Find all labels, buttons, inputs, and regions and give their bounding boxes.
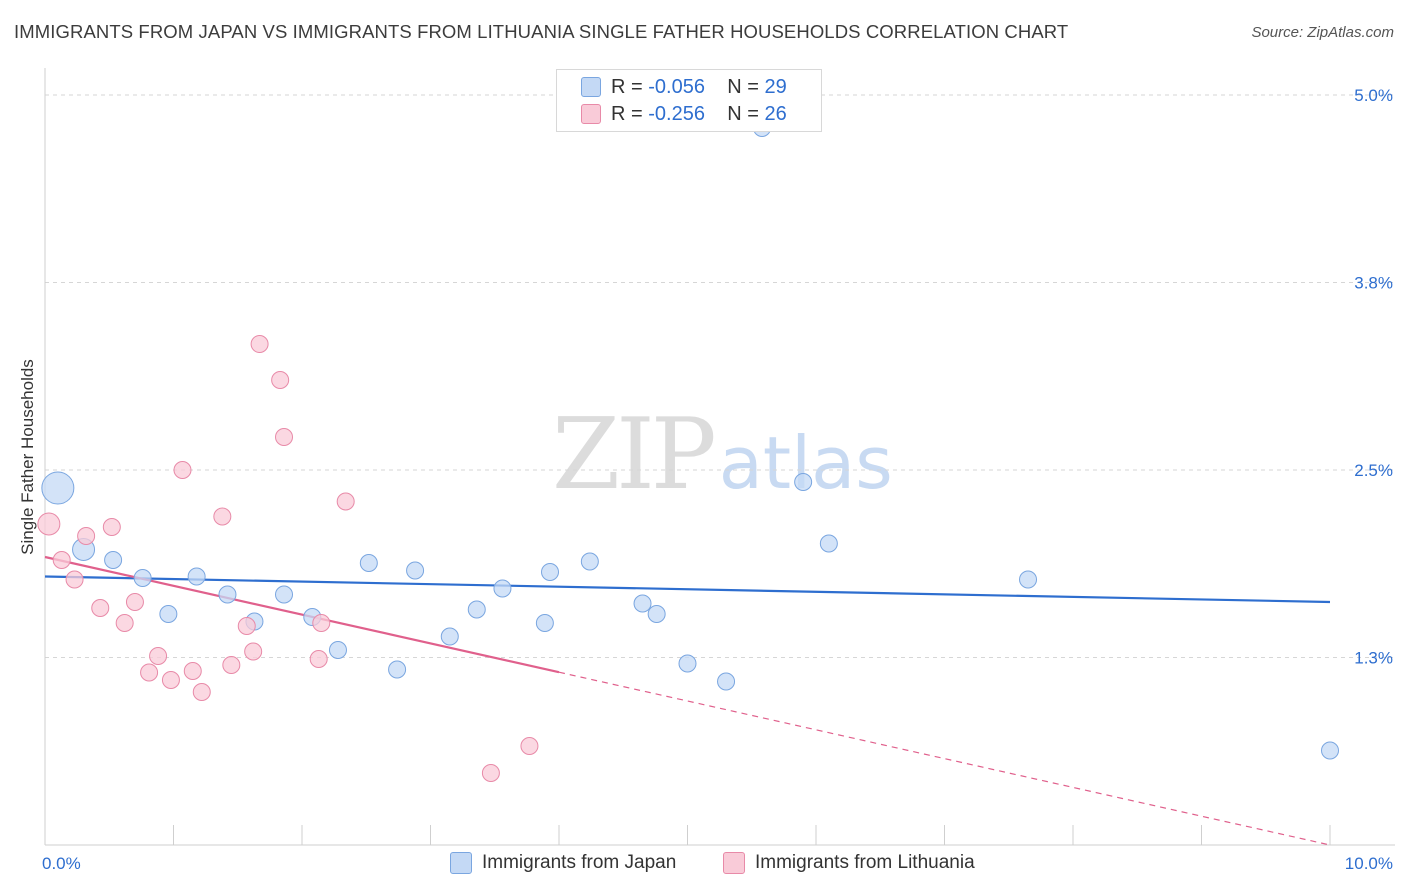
japan-point-6 <box>218 585 237 604</box>
trend-line-1-solid <box>44 555 560 674</box>
lithuania-r-value: -0.256 <box>648 102 705 125</box>
lithuania-point-16 <box>237 617 256 635</box>
japan-swatch <box>581 77 601 97</box>
japan-point-21 <box>647 605 666 623</box>
lithuania-point-23 <box>336 492 355 511</box>
lithuania-point-14 <box>213 507 232 526</box>
japan-point-23 <box>717 672 736 691</box>
japan-point-0 <box>41 471 75 505</box>
japan-r-value: -0.056 <box>648 75 705 98</box>
y-tick-label-2: 3.8% <box>1354 274 1393 293</box>
japan-point-2 <box>104 551 123 569</box>
lithuania-point-19 <box>271 371 290 389</box>
lithuania-point-13 <box>192 683 211 701</box>
lithuania-point-15 <box>222 656 241 674</box>
japan-point-15 <box>467 600 486 619</box>
japan-point-27 <box>1019 570 1038 589</box>
japan-point-19 <box>580 552 599 571</box>
x-tick-label-0: 0.0% <box>42 854 81 873</box>
japan-legend-swatch <box>450 852 472 874</box>
japan-n-value: 29 <box>764 75 787 98</box>
data-points <box>37 119 1339 782</box>
lithuania-point-10 <box>161 671 180 689</box>
y-tick-label-1: 2.5% <box>1354 461 1393 480</box>
japan-point-4 <box>159 605 178 623</box>
japan-point-18 <box>541 563 560 581</box>
japan-n-label: N = <box>727 75 759 98</box>
japan-legend-label: Immigrants from Japan <box>482 852 677 873</box>
lithuania-point-24 <box>481 764 500 782</box>
lithuania-point-25 <box>520 737 539 755</box>
lithuania-swatch <box>581 104 601 124</box>
japan-r-label: R = <box>611 75 643 98</box>
japan-point-22 <box>678 654 697 673</box>
lithuania-point-18 <box>250 335 269 353</box>
japan-point-17 <box>535 614 554 632</box>
lithuania-point-6 <box>115 614 134 632</box>
trend-line-0 <box>44 575 1331 604</box>
japan-point-11 <box>359 554 378 572</box>
lithuania-point-0 <box>37 512 61 536</box>
japan-point-13 <box>406 561 425 580</box>
japan-point-16 <box>493 579 512 598</box>
trend-lines <box>44 555 1331 846</box>
lithuania-point-4 <box>91 599 110 617</box>
grid-lines <box>45 94 1395 658</box>
lithuania-point-21 <box>309 650 328 668</box>
lithuania-point-5 <box>102 518 121 536</box>
y-tick-label-0: 1.3% <box>1354 649 1393 668</box>
series-legend: Immigrants from Japan Immigrants from Li… <box>0 852 1406 878</box>
legend-item-japan[interactable]: Immigrants from Japan <box>450 852 676 874</box>
legend-row-japan: R = -0.056 N = 29 <box>581 74 787 100</box>
japan-point-26 <box>819 534 838 553</box>
lithuania-n-value: 26 <box>764 102 787 125</box>
legend-row-lithuania: R = -0.256 N = 26 <box>581 101 787 127</box>
lithuania-point-1 <box>52 551 71 569</box>
lithuania-legend-label: Immigrants from Lithuania <box>755 852 975 873</box>
lithuania-point-12 <box>183 662 202 680</box>
lithuania-point-3 <box>77 527 96 545</box>
japan-point-10 <box>328 641 347 659</box>
correlation-legend: R = -0.056 N = 29 R = -0.256 N = 26 <box>556 69 822 132</box>
japan-point-3 <box>133 569 152 587</box>
lithuania-point-9 <box>149 647 168 665</box>
japan-point-28 <box>1321 741 1339 760</box>
y-tick-label-3: 5.0% <box>1354 86 1393 105</box>
lithuania-legend-swatch <box>723 852 745 874</box>
source-label: Source: ZipAtlas.com <box>1251 24 1394 41</box>
japan-point-5 <box>187 567 206 586</box>
lithuania-point-17 <box>244 642 263 661</box>
trend-line-1-dashed <box>558 671 1331 846</box>
lithuania-point-20 <box>275 428 294 446</box>
lithuania-n-label: N = <box>727 102 759 125</box>
japan-point-12 <box>388 660 407 679</box>
lithuania-point-8 <box>140 663 159 682</box>
lithuania-point-22 <box>312 614 331 632</box>
tick-labels: 1.3% 2.5% 3.8% 5.0% 0.0% 10.0% <box>42 86 1393 873</box>
lithuania-r-label: R = <box>611 102 643 125</box>
japan-point-25 <box>794 473 813 491</box>
japan-point-20 <box>633 594 652 613</box>
japan-point-8 <box>275 585 294 604</box>
legend-item-lithuania[interactable]: Immigrants from Lithuania <box>723 852 975 874</box>
lithuania-point-11 <box>173 461 192 479</box>
lithuania-point-2 <box>65 570 84 589</box>
japan-point-14 <box>440 627 459 646</box>
chart-title: IMMIGRANTS FROM JAPAN VS IMMIGRANTS FROM… <box>14 21 1069 42</box>
x-tick-label-1: 10.0% <box>1345 854 1393 873</box>
axes <box>44 68 1395 846</box>
lithuania-point-7 <box>125 593 144 611</box>
